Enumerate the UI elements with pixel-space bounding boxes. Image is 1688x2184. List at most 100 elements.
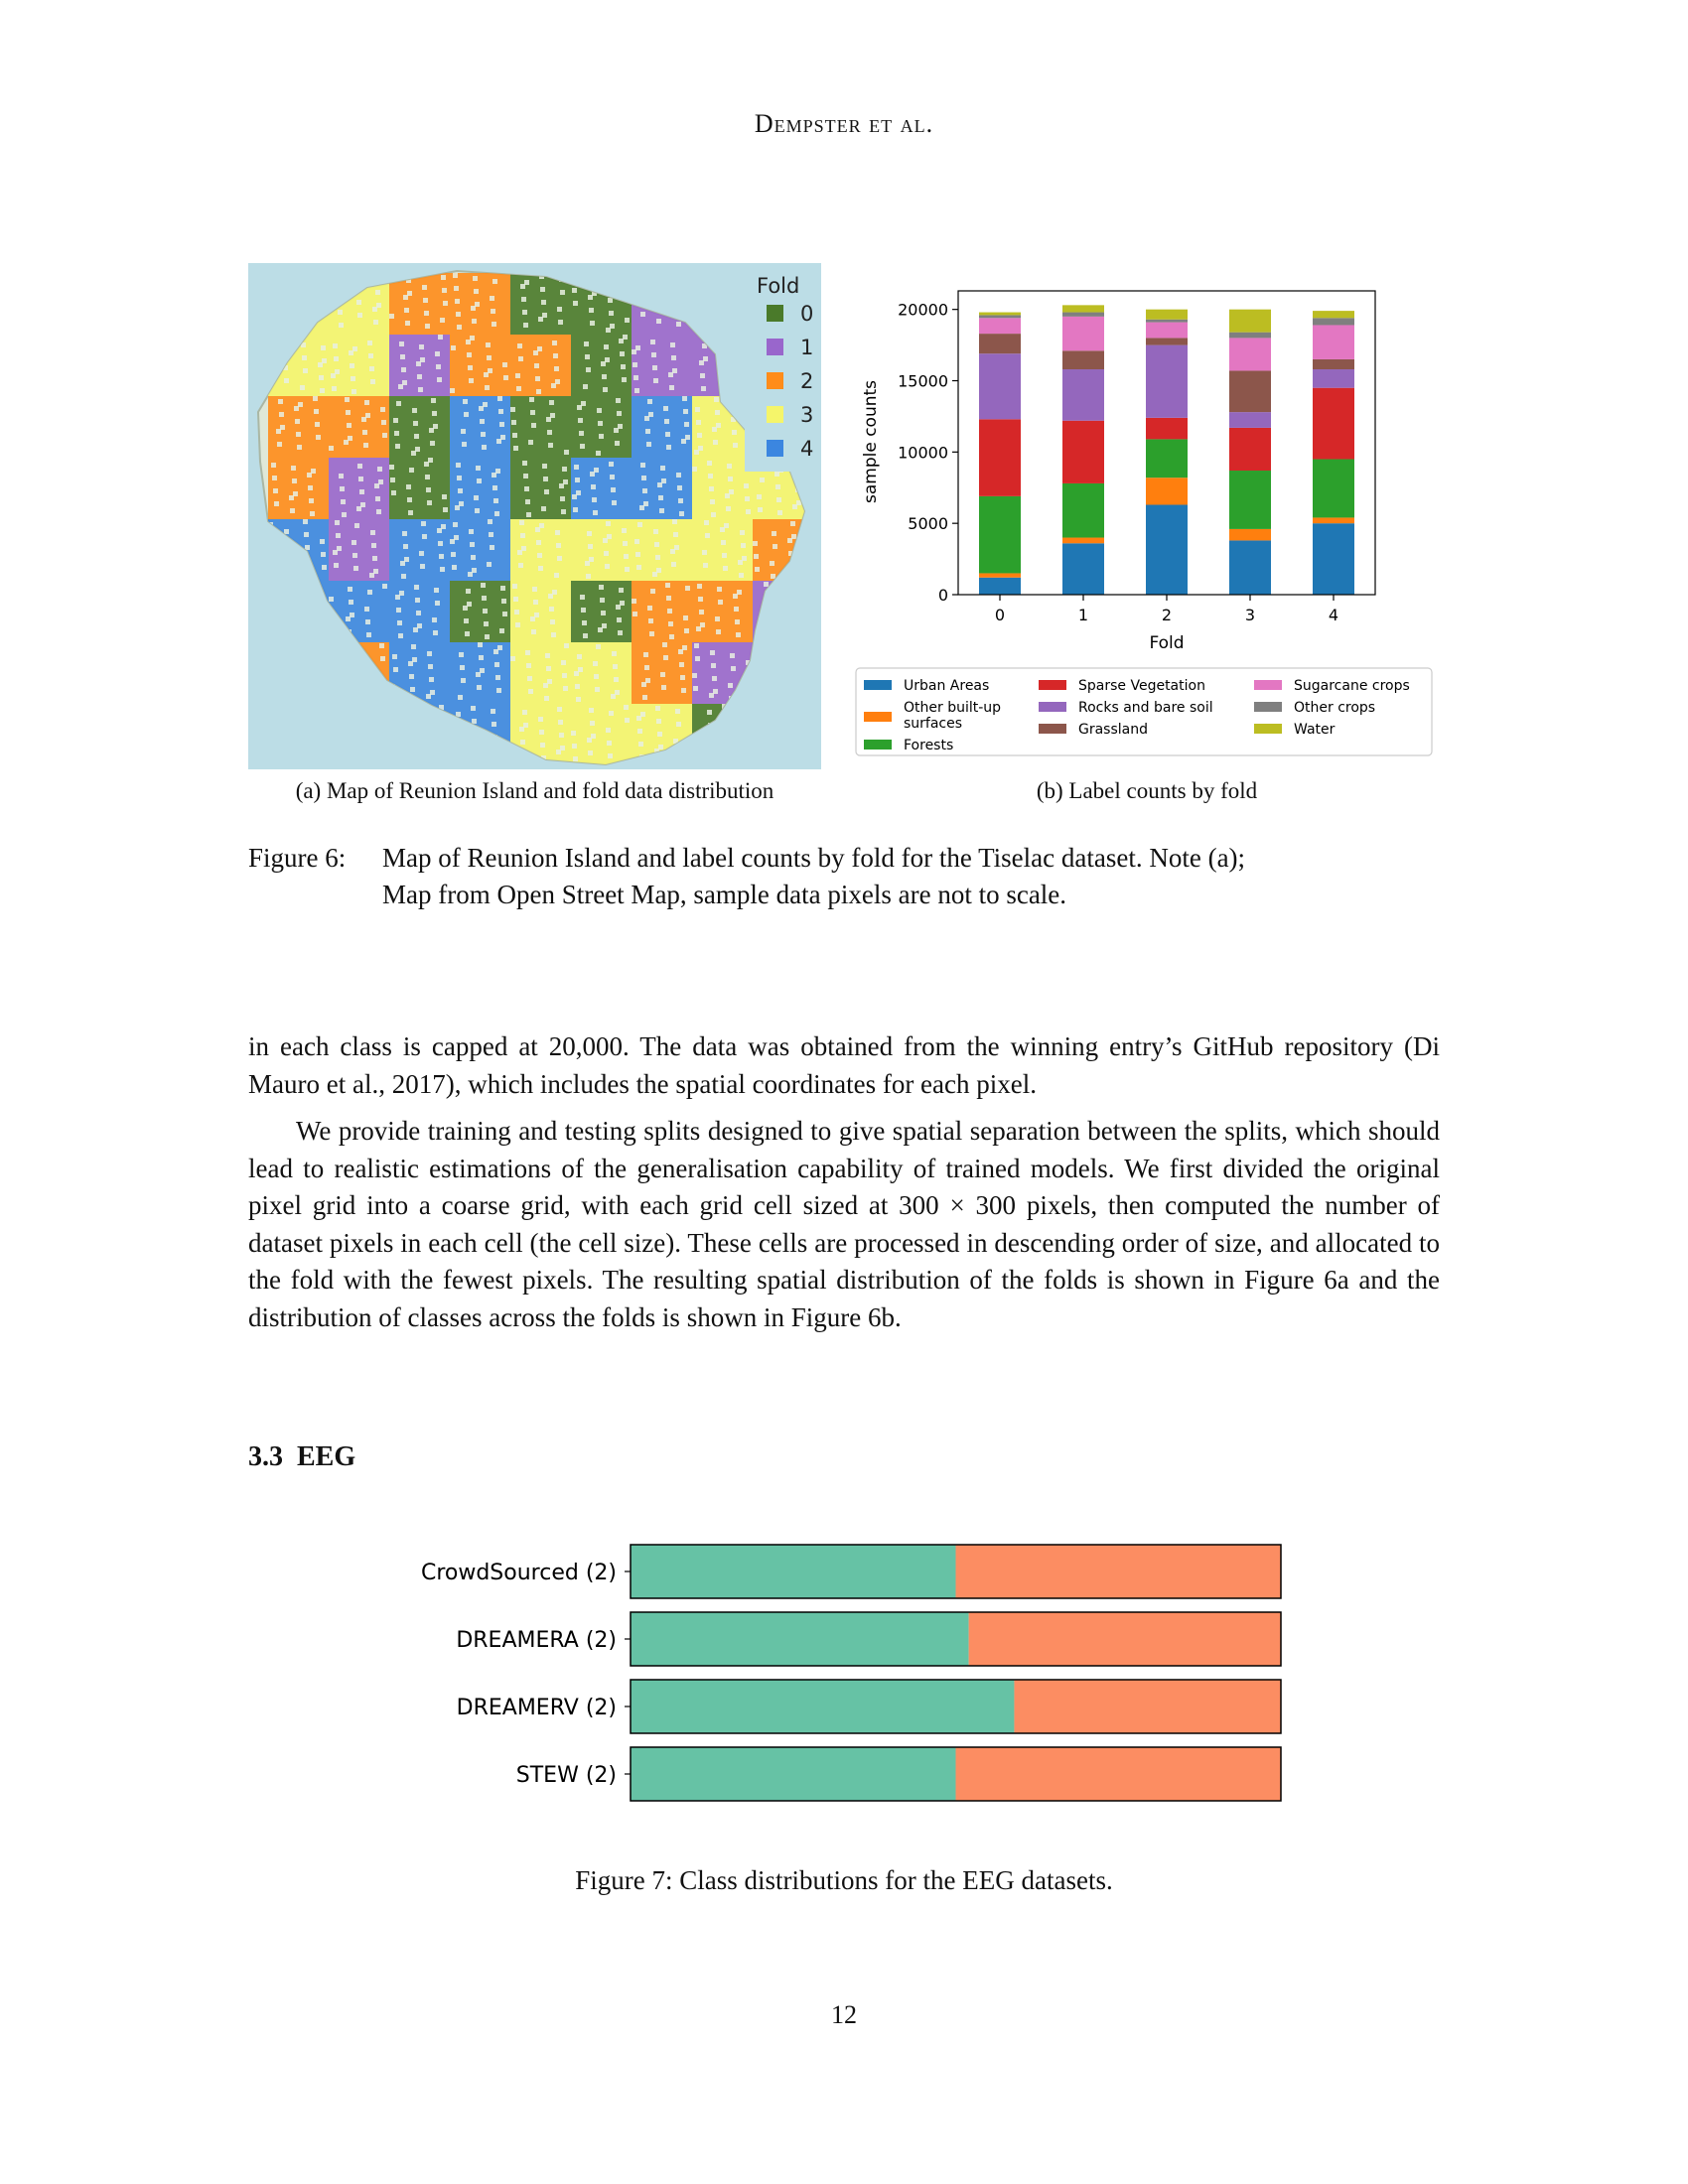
eeg-category-label: CrowdSourced (2) bbox=[421, 1561, 617, 1585]
chart-y-tick-label: 20000 bbox=[898, 301, 948, 320]
chart-bar-segment bbox=[1146, 504, 1188, 595]
chart-legend-label: Rocks and bare soil bbox=[1078, 700, 1213, 716]
map-cell bbox=[632, 335, 692, 396]
chart-bar-segment bbox=[1062, 312, 1104, 317]
chart-x-axis-label: Fold bbox=[1149, 633, 1184, 653]
chart-bar-segment bbox=[1062, 420, 1104, 483]
map-legend: Fold 0 1 2 3 4 bbox=[745, 263, 821, 472]
map-cell bbox=[268, 396, 329, 458]
eeg-bar-segment bbox=[968, 1612, 1281, 1666]
chart-bar-segment bbox=[1062, 305, 1104, 313]
chart-y-axis-label: sample counts bbox=[861, 380, 881, 503]
map-legend-swatch bbox=[767, 305, 783, 322]
paragraph-1: in each class is capped at 20,000. The d… bbox=[248, 1031, 1440, 1099]
chart-bar-segment bbox=[1313, 311, 1354, 319]
chart-bar-segment bbox=[979, 573, 1021, 578]
chart-bar-segment bbox=[1146, 439, 1188, 478]
chart-x-tick-label: 2 bbox=[1162, 606, 1172, 624]
chart-bar-segment bbox=[1313, 358, 1354, 370]
map-cell bbox=[692, 581, 753, 642]
chart-bar-segment bbox=[1229, 528, 1271, 541]
figure6-caption: Figure 6: Map of Reunion Island and labe… bbox=[248, 840, 1440, 913]
eeg-bar-segment bbox=[631, 1545, 956, 1598]
map-cell bbox=[450, 519, 510, 581]
map-cell bbox=[510, 273, 571, 335]
chart-bar-segment bbox=[1146, 319, 1188, 323]
chart-bar-segment bbox=[1062, 316, 1104, 351]
chart-bar-segment bbox=[979, 334, 1021, 354]
figure6-caption-line2: Map from Open Street Map, sample data pi… bbox=[382, 880, 1067, 909]
chart-legend-swatch bbox=[864, 680, 892, 690]
chart-legend-label: Other crops bbox=[1294, 700, 1375, 716]
reunion-map: Fold 0 1 2 3 4 bbox=[248, 263, 821, 769]
chart-x-axis: 0 1 2 3 4 bbox=[995, 595, 1338, 624]
map-cell bbox=[389, 273, 450, 335]
eeg-category-label: STEW (2) bbox=[516, 1763, 617, 1788]
chart-bar-segment bbox=[979, 577, 1021, 595]
map-cell bbox=[510, 335, 571, 396]
eeg-row: CrowdSourced (2) bbox=[421, 1544, 1282, 1599]
section-heading: 3.3 EEG bbox=[248, 1441, 355, 1473]
map-cell bbox=[632, 458, 692, 519]
eeg-row: STEW (2) bbox=[516, 1746, 1282, 1802]
chart-bar-segment bbox=[1313, 523, 1354, 595]
figure6-caption-label: Figure 6: bbox=[248, 843, 347, 873]
map-cell bbox=[450, 396, 510, 458]
map-legend-swatch bbox=[767, 339, 783, 355]
map-legend-label: 3 bbox=[800, 403, 813, 427]
map-legend-title: Fold bbox=[757, 274, 799, 298]
running-head: Dempster et al. bbox=[754, 109, 934, 138]
chart-y-tick-label: 10000 bbox=[898, 443, 948, 462]
chart-bar-segment bbox=[979, 315, 1021, 319]
map-cell bbox=[389, 458, 450, 519]
chart-y-tick-label: 0 bbox=[938, 586, 948, 605]
map-legend-label: 1 bbox=[800, 336, 813, 359]
eeg-bar-segment bbox=[631, 1680, 1015, 1733]
map-cell bbox=[450, 273, 510, 335]
section-title: EEG bbox=[297, 1441, 356, 1472]
chart-legend-swatch bbox=[1254, 724, 1282, 734]
eeg-bar-segment bbox=[955, 1747, 1281, 1801]
chart-legend-label: Water bbox=[1294, 722, 1336, 738]
map-cell bbox=[450, 642, 510, 704]
map-cell bbox=[692, 519, 753, 581]
chart-legend-swatch bbox=[864, 712, 892, 722]
map-legend-label: 4 bbox=[800, 437, 813, 461]
map-legend-label: 0 bbox=[800, 302, 813, 326]
chart-bar-segment bbox=[979, 495, 1021, 574]
chart-bar-segment bbox=[1313, 517, 1354, 524]
map-cell bbox=[571, 519, 632, 581]
chart-bar-segment bbox=[1146, 338, 1188, 345]
figure7-caption: Figure 7: Class distributions for the EE… bbox=[575, 1865, 1113, 1895]
chart-bar-segment bbox=[1313, 318, 1354, 326]
chart-bar-segment bbox=[1062, 543, 1104, 595]
chart-bar-segment bbox=[1146, 344, 1188, 418]
map-cell bbox=[632, 396, 692, 458]
chart-bar-segment bbox=[1229, 427, 1271, 472]
paragraph-2: We provide training and testing splits d… bbox=[248, 1116, 1440, 1332]
chart-legend-swatch bbox=[1039, 680, 1066, 690]
chart-bar-segment bbox=[1146, 478, 1188, 505]
map-cell bbox=[268, 458, 329, 519]
chart-bar-segment bbox=[1313, 459, 1354, 518]
chart-legend-swatch bbox=[1254, 702, 1282, 712]
map-cell bbox=[389, 581, 450, 642]
chart-bar-segment bbox=[1229, 332, 1271, 339]
figure6-caption-line1: Map of Reunion Island and label counts b… bbox=[382, 843, 1246, 873]
chart-bar-segment bbox=[1313, 369, 1354, 388]
eeg-class-distribution-chart: CrowdSourced (2) DREAMERA (2) DREAMERV (2)… bbox=[421, 1544, 1282, 1802]
label-counts-chart: 0 5000 10000 15000 20000 0 1 2 3 4 sample counts… bbox=[855, 290, 1433, 756]
subcaption-b: (b) Label counts by fold bbox=[1036, 778, 1258, 803]
chart-legend-label: Sparse Vegetation bbox=[1078, 678, 1205, 694]
chart-bar-segment bbox=[1062, 369, 1104, 421]
map-cell bbox=[571, 581, 632, 642]
chart-legend-label: Sugarcane crops bbox=[1294, 678, 1410, 694]
chart-legend-swatch bbox=[1039, 724, 1066, 734]
map-cell bbox=[571, 396, 632, 458]
eeg-row: DREAMERA (2) bbox=[456, 1611, 1282, 1667]
eeg-bar-segment bbox=[1014, 1680, 1281, 1733]
eeg-bar-segment bbox=[955, 1545, 1281, 1598]
map-cell bbox=[510, 519, 571, 581]
chart-bar-segment bbox=[1229, 309, 1271, 333]
